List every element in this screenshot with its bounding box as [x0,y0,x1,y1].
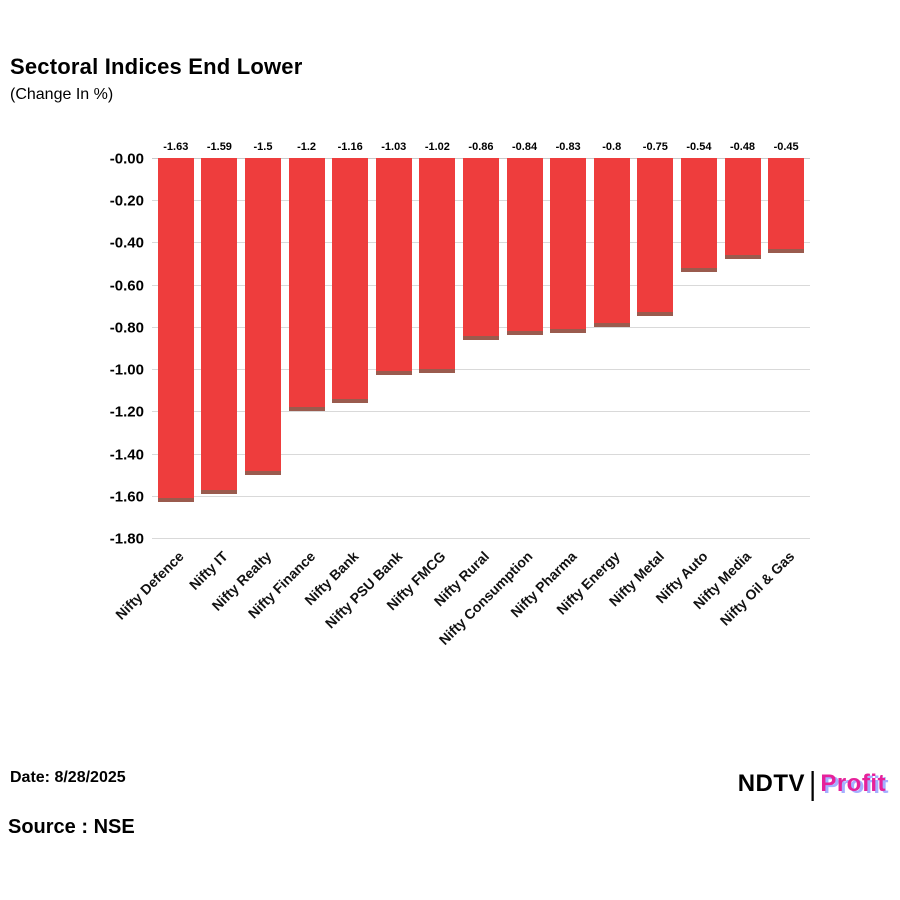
bar-value-label: -1.02 [424,141,450,153]
bar-chart: -0.00 -0.20 -0.40 -0.60 -0.80 -1.00 -1.20 -1.40… [0,140,900,700]
x-axis-category-label: Nifty PSU Bank [321,548,406,632]
bar-column: -0.54 Nifty Auto [652,141,721,606]
bar-value-label: -1.5 [253,141,273,153]
bar-value-label: -1.2 [297,141,317,153]
y-axis-tick-label: -1.20 [109,403,144,421]
logo-profit-text: Profit [820,770,886,797]
bar-value-label: -0.86 [468,141,494,153]
bars-container: -1.63 Nifty Defence -1.59 Nifty IT -1.5 Nifty… [113,141,810,648]
bar-value-label: -1.16 [337,141,363,153]
bar-value-label: -0.45 [773,141,799,153]
bar [680,158,717,272]
y-axis-tick-label: -0.60 [109,277,144,295]
x-axis-category-label: Nifty Defence [112,548,188,623]
logo-ndtv-text: NDTV [737,770,806,797]
ndtv-profit-logo: NDTV | Profit [737,765,886,802]
bar-column: -1.59 Nifty IT [186,141,242,593]
bar-value-label: -1.03 [381,141,407,153]
y-axis-tick-label: -0.00 [109,150,144,168]
bar-column: -1.02 Nifty FMCG [383,141,460,613]
bar-value-label: -0.48 [729,141,756,153]
bar [201,158,238,494]
bar [768,158,805,253]
y-axis-tick-label: -0.20 [109,192,144,210]
bar-value-label: -0.54 [686,141,712,153]
gridline: -1.60 [110,488,810,505]
bar-column: -1.63 Nifty Defence [113,141,198,623]
y-axis-tick-label: -1.60 [109,488,144,506]
bar-value-label: -0.8 [602,141,622,153]
bar [332,158,369,403]
gridline: -1.00 [110,362,810,379]
bar [244,158,281,475]
bar [288,158,325,412]
bar-value-label: -1.59 [206,141,232,153]
gridline: -1.40 [110,446,810,463]
y-axis-tick-label: -0.80 [109,319,144,337]
bar-column: -1.2 Nifty Finance [244,141,329,621]
chart-subtitle: (Change In %) [10,86,114,103]
plot-area: -0.00 -0.20 -0.40 -0.60 -0.80 -1.00 -1.20 -1.40… [110,141,810,648]
bar [157,158,194,503]
bar-value-label: -0.75 [642,141,668,153]
bar [724,158,761,260]
gridline: -1.20 [110,404,810,421]
bar [506,158,543,336]
bar [550,158,587,334]
y-axis-tick-label: -0.40 [109,234,144,252]
bar-column: -1.03 Nifty PSU Bank [322,141,416,631]
bar-column: -0.84 Nifty Consumption [436,141,547,648]
bar-column: -0.75 Nifty Metal [605,141,678,609]
bar [419,158,456,374]
bar-value-label: -0.84 [512,141,538,153]
bar-value-label: -0.83 [555,141,581,153]
bar [637,158,674,317]
bar-column: -0.48 Nifty Media [690,141,765,612]
date-label: Date: 8/28/2025 [10,769,126,786]
y-axis-tick-label: -1.40 [109,446,144,464]
bar-column: -0.8 Nifty Energy [553,141,634,618]
gridline: -1.80 [110,531,810,548]
bar [593,158,630,327]
source-label: Source : NSE [8,816,135,838]
bar-column: -0.86 Nifty Rural [431,141,503,609]
y-axis-tick-label: -1.00 [109,361,144,379]
bar [462,158,499,340]
bar-column: -1.16 Nifty Bank [301,141,372,608]
chart-title: Sectoral Indices End Lower [10,54,303,79]
bar-column: -0.83 Nifty Pharma [507,141,590,620]
bar [375,158,412,376]
bar-value-label: -1.63 [163,141,189,153]
bar-column: -1.5 Nifty Realty [209,141,285,614]
logo-separator: | [809,765,817,802]
bar-column: -0.45 Nifty Oil & Gas [717,141,808,629]
y-axis-tick-label: -1.80 [109,530,144,548]
